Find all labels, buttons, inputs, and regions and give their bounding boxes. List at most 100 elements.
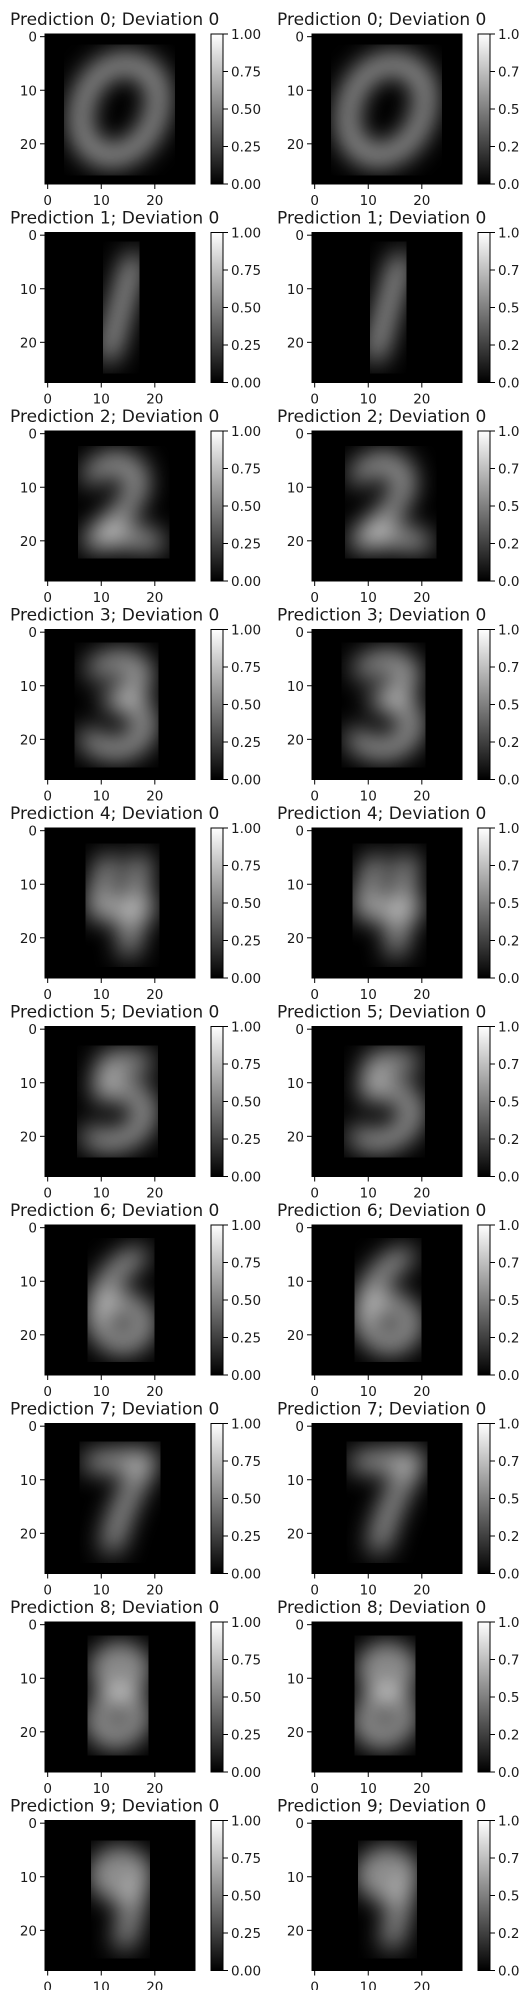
colorbar-tick-label: 1.00 [231, 821, 261, 837]
colorbar [477, 629, 491, 780]
axes-frame [311, 1026, 463, 1177]
colorbar-tick-label: 1.00 [498, 821, 520, 837]
y-tick-label: 10 [287, 1274, 304, 1290]
x-tick-label: 20 [413, 392, 430, 408]
colorbar-tick-label: 0.25 [231, 1529, 261, 1545]
colorbar-tick-label: 1.00 [498, 1218, 520, 1234]
colorbar-tick-label: 0.50 [231, 102, 261, 118]
colorbar-tick-label: 0.25 [498, 338, 520, 354]
heatmap-image [45, 1026, 195, 1177]
colorbar-tick-label: 0.50 [231, 1095, 261, 1111]
y-tick-label: 20 [20, 137, 37, 153]
y-tick-label: 10 [20, 1870, 37, 1886]
colorbar-tick-label: 0.75 [498, 1454, 520, 1470]
colorbar [477, 827, 491, 979]
y-tick-label: 20 [20, 1725, 37, 1741]
colorbar [477, 1423, 491, 1574]
colorbar-tick-label: 0.75 [231, 660, 261, 676]
colorbar-tick-label: 0.75 [231, 1851, 261, 1867]
panel-title: Prediction 1; Deviation 0 [10, 209, 219, 229]
colorbar-tick-label: 0.00 [231, 574, 261, 590]
colorbar-tick-label: 0.50 [498, 499, 520, 515]
axes-frame [44, 1621, 196, 1773]
x-tick-label: 20 [146, 1186, 163, 1202]
y-tick-label: 10 [287, 679, 304, 695]
y-tick-label: 20 [20, 1328, 37, 1344]
colorbar-tick-label: 1.00 [498, 1417, 520, 1433]
y-tick-label: 10 [287, 1076, 304, 1092]
colorbar-tick-label: 0.00 [231, 1964, 261, 1980]
digit-9-mark [92, 1850, 149, 1949]
panel-title: Prediction 0; Deviation 0 [10, 10, 219, 30]
x-tick-label: 10 [360, 1186, 377, 1202]
panel-title: Prediction 1; Deviation 0 [277, 209, 486, 229]
colorbar-tick-label: 0.25 [498, 1529, 520, 1545]
colorbar-tick-label: 0.75 [231, 263, 261, 279]
x-tick-label: 20 [146, 1980, 163, 1990]
y-tick-label: 0 [295, 625, 304, 641]
colorbar-tick-label: 0.75 [498, 263, 520, 279]
panel: Prediction 0; Deviation 001020010200.000… [277, 10, 520, 209]
x-tick-label: 0 [43, 1781, 52, 1797]
colorbar-tick-label: 0.25 [231, 1728, 261, 1744]
colorbar-tick-label: 0.00 [498, 574, 520, 590]
colorbar-tick-label: 0.25 [498, 934, 520, 950]
colorbar-tick-label: 0.50 [231, 499, 261, 515]
colorbar-tick-label: 0.00 [498, 971, 520, 987]
y-tick-label: 20 [20, 931, 37, 947]
colorbar-tick-label: 0.25 [231, 1926, 261, 1942]
x-tick-label: 0 [310, 1186, 319, 1202]
x-tick-label: 20 [413, 1186, 430, 1202]
x-tick-label: 10 [93, 1583, 110, 1599]
x-tick-label: 10 [93, 1781, 110, 1797]
colorbar-tick-label: 0.00 [231, 177, 261, 193]
colorbar-tick-label: 1.00 [231, 1417, 261, 1433]
y-tick-label: 0 [295, 1816, 304, 1832]
axes-frame [44, 1820, 196, 1971]
colorbar [210, 430, 224, 582]
colorbar-tick-label: 0.25 [498, 735, 520, 751]
x-tick-label: 0 [310, 1384, 319, 1400]
x-tick-label: 10 [360, 987, 377, 1003]
x-tick-label: 10 [360, 1583, 377, 1599]
colorbar-tick-label: 0.75 [231, 462, 261, 478]
colorbar-tick-label: 0.00 [231, 1765, 261, 1781]
panel: Prediction 1; Deviation 001020010200.000… [277, 209, 520, 408]
colorbar-tick-label: 0.25 [498, 1132, 520, 1148]
colorbar-tick-label: 0.00 [498, 773, 520, 789]
colorbar [210, 33, 224, 185]
y-tick-label: 10 [20, 480, 37, 496]
colorbar-tick-label: 0.75 [231, 859, 261, 875]
x-tick-label: 20 [146, 1583, 163, 1599]
axes-frame [311, 232, 463, 383]
x-tick-label: 0 [310, 590, 319, 606]
digit-5-mark [348, 1054, 421, 1149]
digit-3-mark [346, 653, 421, 757]
colorbar-tick-label: 0.50 [498, 1690, 520, 1706]
y-tick-label: 20 [20, 534, 37, 550]
colorbar [477, 1026, 491, 1177]
colorbar-tick-label: 0.50 [498, 698, 520, 714]
y-tick-label: 20 [287, 1129, 304, 1145]
y-tick-label: 0 [28, 1618, 37, 1634]
y-tick-label: 10 [287, 877, 304, 893]
y-tick-label: 0 [295, 427, 304, 443]
axes-frame [311, 430, 463, 582]
y-tick-label: 10 [20, 877, 37, 893]
panel: Prediction 3; Deviation 001020010200.000… [277, 606, 520, 805]
x-tick-label: 10 [360, 789, 377, 805]
panel-title: Prediction 6; Deviation 0 [277, 1201, 486, 1221]
panel: Prediction 4; Deviation 001020010200.000… [277, 804, 520, 1003]
y-tick-label: 0 [295, 1221, 304, 1237]
x-tick-label: 20 [413, 590, 430, 606]
y-tick-label: 20 [20, 335, 37, 351]
axes-frame [311, 629, 463, 780]
y-tick-label: 0 [28, 30, 37, 46]
colorbar-tick-label: 1.00 [231, 424, 261, 440]
panel-title: Prediction 3; Deviation 0 [10, 606, 219, 626]
y-tick-label: 0 [28, 824, 37, 840]
axes-frame [311, 1621, 463, 1773]
colorbar-tick-label: 1.00 [231, 226, 261, 242]
